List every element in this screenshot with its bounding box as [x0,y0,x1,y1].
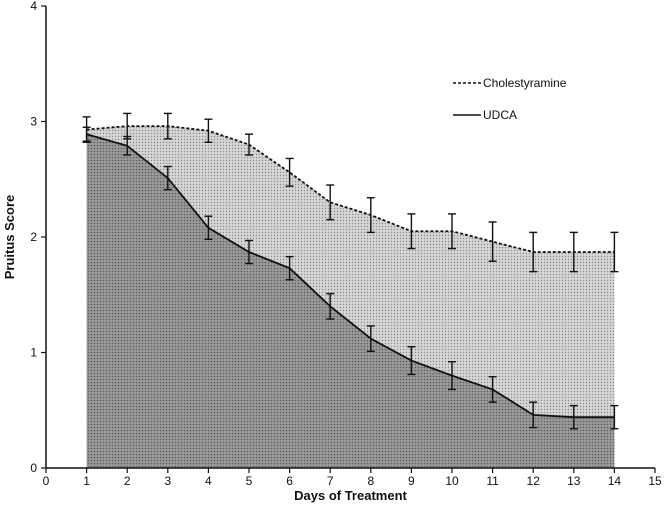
x-axis-title: Days of Treatment [294,488,407,503]
x-tick-label: 13 [567,474,581,488]
x-tick-label: 12 [527,474,541,488]
error-bar [204,215,213,241]
error-bar [326,292,335,320]
error-bar [448,213,456,250]
error-bar [488,221,497,262]
x-tick-label: 15 [648,474,662,488]
error-bar [529,231,538,273]
x-tick-label: 0 [43,474,50,488]
error-bar [529,401,538,429]
error-bar [285,255,294,281]
error-bar [285,157,294,187]
legend-label-cholestyramine: Cholestyramine [483,76,567,90]
plot-area [82,112,619,469]
legend-label-udca: UDCA [483,108,517,122]
error-bar [204,118,213,143]
y-axis-title: Pruitus Score [2,195,17,280]
series-line-udca [86,133,615,419]
y-tick-label: 1 [30,346,37,360]
x-tick-label: 1 [83,474,90,488]
legend: Cholestyramine UDCA [453,76,567,122]
error-bar [366,197,375,234]
error-bar [245,133,253,156]
x-tick-label: 2 [124,474,131,488]
error-bar [366,325,375,353]
x-tick-label: 10 [445,474,459,488]
error-bar [163,112,172,140]
y-tick-label: 2 [30,230,37,244]
error-bar [407,346,416,376]
x-tick-label: 6 [286,474,293,488]
error-bar [245,239,253,265]
error-bar [163,165,172,191]
error-bar [448,361,456,391]
y-tick-label: 3 [30,115,37,129]
error-bar [407,213,416,250]
x-tick-label: 14 [608,474,622,488]
error-bar [488,376,497,403]
error-bar [569,231,578,273]
error-bar [82,126,91,142]
error-bar [610,404,619,430]
y-tick-label: 4 [30,0,37,13]
y-tick-label: 0 [30,461,37,475]
x-tick-label: 11 [486,474,499,488]
x-tick-label: 4 [205,474,212,488]
error-bar [326,184,335,221]
series-line-cholestyramine [86,125,615,253]
x-tick-label: 9 [408,474,415,488]
error-bar [610,231,619,273]
x-tick-label: 5 [246,474,253,488]
x-tick-label: 3 [164,474,171,488]
x-tick-label: 7 [327,474,334,488]
x-tick-label: 8 [367,474,374,488]
error-bar [123,135,132,156]
error-bar [569,404,578,430]
udca-area [86,134,615,468]
